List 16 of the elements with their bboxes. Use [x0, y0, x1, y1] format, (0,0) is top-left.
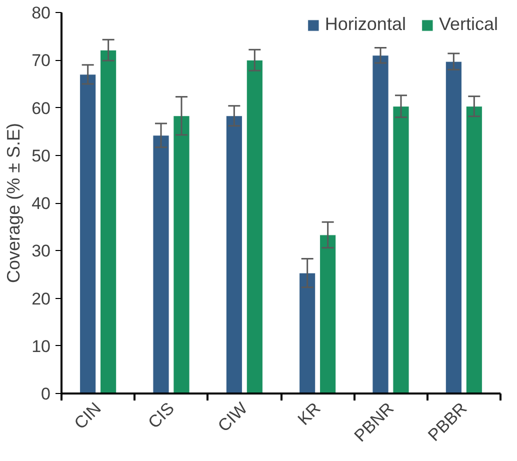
- y-tick-label: 80: [32, 4, 51, 22]
- legend-label: Horizontal: [324, 14, 406, 35]
- x-tick-label: CIN: [70, 398, 105, 433]
- y-tick-label: 10: [32, 336, 51, 356]
- y-axis-title: Coverage (% ± S.E): [4, 123, 24, 283]
- legend-label: Vertical: [438, 14, 498, 35]
- y-tick-label: 70: [32, 51, 51, 70]
- x-tick-label: KR: [294, 398, 324, 429]
- y-tick-label: 20: [32, 289, 51, 308]
- y-tick-label: 30: [32, 242, 51, 261]
- x-tick-label: CIS: [144, 398, 178, 432]
- y-tick-label: 0: [41, 384, 51, 404]
- x-tick-label: CIW: [214, 398, 252, 436]
- y-tick-label: 50: [32, 146, 51, 166]
- y-tick-label: 60: [32, 98, 51, 118]
- y-tick-label: 40: [32, 194, 51, 213]
